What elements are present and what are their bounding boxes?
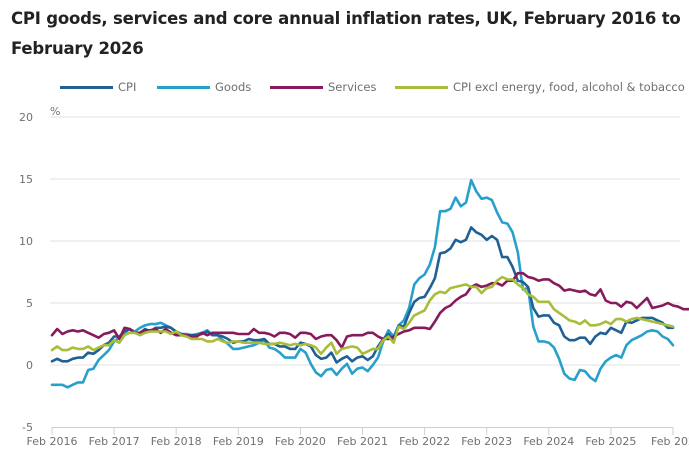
- y-axis-ticks: -5 0 5 10 15 20: [19, 111, 33, 434]
- legend-label-core: CPI excl energy, food, alcohol & tobacco: [453, 80, 685, 94]
- legend-label-cpi: CPI: [118, 80, 137, 94]
- y-tick-label: 15: [19, 173, 33, 186]
- chart-title-line-2: February 2026: [11, 39, 144, 58]
- x-tick-label: Feb 2019: [213, 435, 264, 448]
- x-tick-label: Feb 2025: [585, 435, 636, 448]
- legend-swatch-core: [395, 86, 448, 89]
- x-tick-label: Feb 2017: [89, 435, 140, 448]
- x-tick-label: Feb 2022: [399, 435, 450, 448]
- x-tick-label: Feb 2024: [523, 435, 574, 448]
- x-tick-label: Feb 202: [651, 435, 689, 448]
- legend-swatch-services: [270, 86, 323, 89]
- series-line-goods[interactable]: [50, 178, 675, 389]
- legend-label-services: Services: [328, 80, 377, 94]
- series-line-core[interactable]: [50, 275, 675, 356]
- series-line-cpi[interactable]: [50, 226, 675, 364]
- legend-swatch-cpi: [60, 86, 113, 89]
- x-axis: Feb 2016 Feb 2017 Feb 2018 Feb 2019 Feb 2020…: [27, 427, 689, 448]
- x-tick-label: Feb 2020: [275, 435, 326, 448]
- series-lines: [50, 178, 689, 389]
- gridlines: [50, 116, 680, 366]
- y-tick-label: 5: [26, 297, 33, 310]
- y-tick-label: 0: [26, 359, 33, 372]
- chart-title: CPI goods, services and core annual infl…: [11, 4, 681, 64]
- x-tick-label: Feb 2023: [461, 435, 512, 448]
- y-tick-label: 10: [19, 235, 33, 248]
- chart-title-line-1: CPI goods, services and core annual infl…: [11, 9, 681, 28]
- chart-legend: CPI Goods Services CPI excl energy, food…: [0, 78, 689, 96]
- x-tick-label: Feb 2016: [27, 435, 78, 448]
- legend-label-goods: Goods: [215, 80, 252, 94]
- y-tick-label: -5: [22, 421, 33, 434]
- series-line-services[interactable]: [50, 271, 689, 349]
- y-tick-label: 20: [19, 111, 33, 124]
- y-axis-unit-label: %: [50, 105, 60, 118]
- x-tick-label: Feb 2018: [151, 435, 202, 448]
- legend-swatch-goods: [157, 86, 210, 89]
- x-tick-label: Feb 2021: [337, 435, 388, 448]
